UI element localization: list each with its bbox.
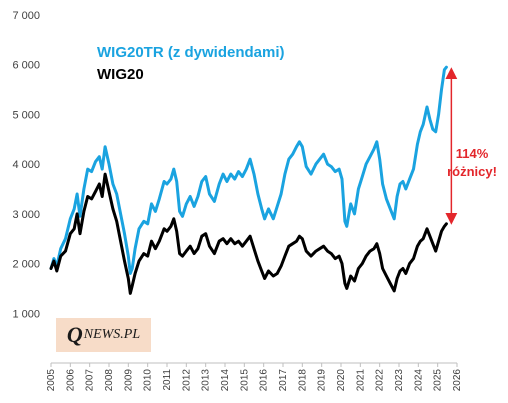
x-tick-label: 2020 [336,369,347,392]
x-tick-label: 2008 [104,369,115,392]
x-tick-label: 2012 [181,369,192,392]
y-tick-label: 7 000 [12,10,40,22]
logo-letter: Q [66,322,83,347]
legend-wig20tr: WIG20TR (z dywidendami) [97,44,285,61]
qnews-logo: Q NEWS.PL [56,318,151,352]
legend-wig20: WIG20 [97,66,144,83]
x-tick-label: 2016 [259,369,270,392]
x-tick-label: 2022 [375,369,386,392]
x-tick-label: 2010 [143,369,154,392]
annotation-percent: 114% [455,146,489,161]
x-tick-label: 2015 [239,369,250,392]
x-tick-label: 2018 [297,369,308,392]
y-tick-label: 1 000 [12,308,40,320]
x-tick-label: 2019 [317,369,328,392]
x-tick-label: 2021 [355,369,366,392]
x-tick-label: 2026 [452,369,463,392]
x-tick-label: 2024 [413,369,424,392]
x-tick-label: 2006 [65,369,76,392]
y-tick-label: 5 000 [12,109,40,121]
y-tick-label: 3 000 [12,209,40,221]
x-tick-label: 2005 [46,369,57,392]
x-tick-label: 2014 [220,369,231,392]
x-tick-label: 2025 [433,369,444,392]
y-tick-label: 6 000 [12,60,40,72]
x-tick-label: 2007 [85,369,96,392]
y-tick-label: 4 000 [12,159,40,171]
series-line-wig20tr [49,65,448,275]
annotation-text: różnicy! [447,164,497,179]
series-line-wig20 [49,172,448,295]
x-tick-label: 2011 [162,369,173,391]
difference-annotation: 114% różnicy! [437,145,507,181]
x-tick-label: 2013 [201,369,212,392]
x-tick-label: 2017 [278,369,289,392]
y-tick-label: 2 000 [12,259,40,271]
x-tick-label: 2009 [123,369,134,392]
logo-text: NEWS.PL [83,327,141,342]
x-tick-label: 2023 [394,369,405,392]
